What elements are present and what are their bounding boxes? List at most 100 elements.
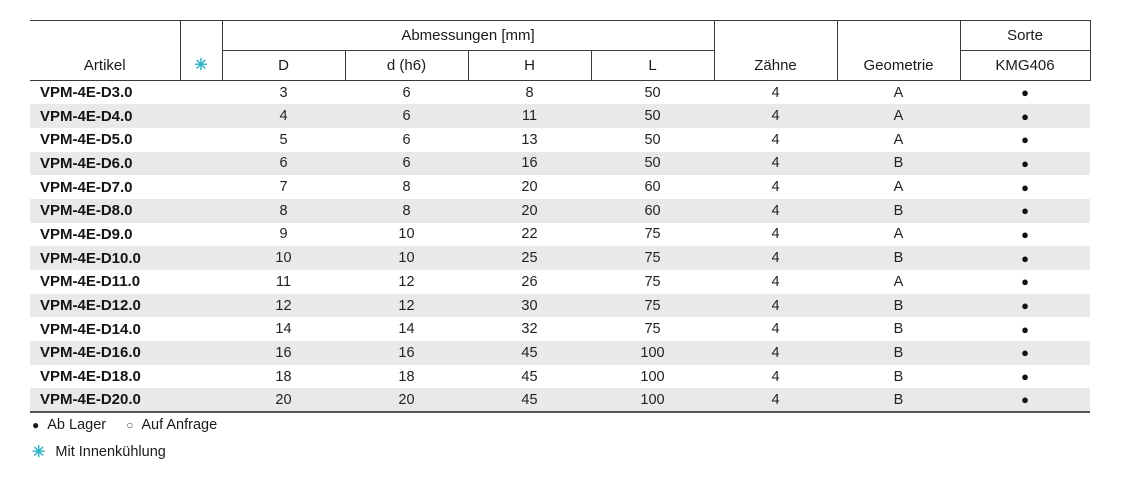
geometrie-cell: B (837, 388, 961, 414)
geometrie-cell: B (837, 293, 961, 318)
h-cell: 30 (468, 293, 591, 318)
l-cell: 100 (591, 364, 715, 389)
h-cell: 45 (468, 341, 591, 365)
availability-dot: ● (960, 175, 1091, 199)
cooling-cell (180, 104, 222, 128)
zaehne-cell: 4 (714, 293, 838, 318)
zaehne-cell: 4 (714, 364, 838, 389)
geometrie-cell: B (837, 341, 961, 365)
geometrie-cell: B (837, 364, 961, 389)
zaehne-cell: 4 (714, 317, 838, 342)
d-h6-cell: 12 (345, 293, 468, 318)
availability-dot: ● (960, 151, 1091, 176)
column-header-kmg406: KMG406 (959, 50, 1091, 81)
cooling-cell (180, 317, 222, 342)
h-cell: 13 (468, 127, 591, 152)
h-cell: 45 (468, 364, 591, 389)
column-header-cooling: ✳ (179, 20, 223, 81)
column-header-d: D (221, 50, 346, 81)
availability-dot: ● (960, 222, 1091, 247)
table-row: VPM-4E-D3.0 3 6 8 50 4 A ● (30, 80, 1091, 105)
artikel-cell: VPM-4E-D3.0 (30, 80, 180, 105)
h-cell: 22 (468, 222, 591, 247)
d-h6-cell: 6 (345, 80, 468, 105)
table-row: VPM-4E-D11.0 11 12 26 75 4 A ● (30, 270, 1091, 294)
h-cell: 16 (468, 151, 591, 176)
availability-dot: ● (960, 127, 1091, 152)
availability-dot: ● (960, 198, 1091, 223)
artikel-cell: VPM-4E-D9.0 (30, 222, 180, 247)
table-row: VPM-4E-D12.0 12 12 30 75 4 B ● (30, 293, 1091, 318)
d-cell: 8 (222, 198, 345, 223)
table-row: VPM-4E-D9.0 9 10 22 75 4 A ● (30, 222, 1091, 247)
d-h6-cell: 14 (345, 317, 468, 342)
l-cell: 75 (591, 293, 715, 318)
l-cell: 75 (591, 270, 715, 294)
geometrie-cell: B (837, 151, 961, 176)
d-cell: 20 (222, 388, 345, 414)
column-header-artikel: Artikel (30, 20, 181, 81)
l-cell: 75 (591, 246, 715, 270)
h-cell: 25 (468, 246, 591, 270)
artikel-cell: VPM-4E-D7.0 (30, 175, 180, 199)
availability-dot: ● (960, 246, 1091, 270)
l-cell: 100 (591, 388, 715, 414)
d-h6-cell: 10 (345, 222, 468, 247)
d-cell: 5 (222, 127, 345, 152)
h-cell: 32 (468, 317, 591, 342)
d-h6-cell: 12 (345, 270, 468, 294)
d-h6-cell: 10 (345, 246, 468, 270)
l-cell: 75 (591, 222, 715, 247)
cooling-cell (180, 175, 222, 199)
d-h6-cell: 20 (345, 388, 468, 414)
h-cell: 26 (468, 270, 591, 294)
table-row: VPM-4E-D6.0 6 6 16 50 4 B ● (30, 151, 1091, 176)
l-cell: 60 (591, 175, 715, 199)
l-cell: 50 (591, 80, 715, 105)
d-h6-cell: 6 (345, 104, 468, 128)
artikel-cell: VPM-4E-D6.0 (30, 151, 180, 176)
zaehne-cell: 4 (714, 222, 838, 247)
zaehne-cell: 4 (714, 80, 838, 105)
cooling-cell (180, 127, 222, 152)
table-body: VPM-4E-D3.0 3 6 8 50 4 A ● VPM-4E-D4.0 4… (30, 80, 1091, 414)
geometrie-cell: B (837, 317, 961, 342)
artikel-cell: VPM-4E-D20.0 (30, 388, 180, 414)
availability-dot: ● (960, 104, 1091, 128)
cooling-cell (180, 246, 222, 270)
artikel-cell: VPM-4E-D5.0 (30, 127, 180, 152)
cooling-cell (180, 341, 222, 365)
d-cell: 14 (222, 317, 345, 342)
table-row: VPM-4E-D8.0 8 8 20 60 4 B ● (30, 198, 1091, 223)
d-cell: 6 (222, 151, 345, 176)
product-table: Artikel ✳ Abmessungen [mm] Zähne Geometr… (30, 20, 1091, 414)
d-cell: 4 (222, 104, 345, 128)
artikel-cell: VPM-4E-D8.0 (30, 198, 180, 223)
zaehne-cell: 4 (714, 246, 838, 270)
availability-dot: ● (960, 341, 1091, 365)
l-cell: 50 (591, 104, 715, 128)
column-header-l: L (590, 50, 715, 81)
artikel-cell: VPM-4E-D12.0 (30, 293, 180, 318)
geometrie-cell: A (837, 175, 961, 199)
column-header-geometrie: Geometrie (836, 20, 961, 81)
geometrie-cell: A (837, 104, 961, 128)
zaehne-cell: 4 (714, 104, 838, 128)
legend-block: ● Ab Lager ○ Auf Anfrage ✳ Mit Innenkühl… (32, 415, 217, 462)
mit-innenkuehlung-label: Mit Innenkühlung (55, 444, 166, 460)
table-row: VPM-4E-D14.0 14 14 32 75 4 B ● (30, 317, 1091, 342)
geometrie-cell: A (837, 80, 961, 105)
column-header-h: H (467, 50, 592, 81)
l-cell: 50 (591, 151, 715, 176)
table-row: VPM-4E-D7.0 7 8 20 60 4 A ● (30, 175, 1091, 199)
geometrie-cell: A (837, 127, 961, 152)
cooling-cell (180, 151, 222, 176)
d-cell: 3 (222, 80, 345, 105)
zaehne-cell: 4 (714, 198, 838, 223)
snowflake-icon: ✳ (32, 444, 46, 461)
d-h6-cell: 6 (345, 127, 468, 152)
geometrie-cell: B (837, 198, 961, 223)
d-cell: 7 (222, 175, 345, 199)
d-cell: 9 (222, 222, 345, 247)
